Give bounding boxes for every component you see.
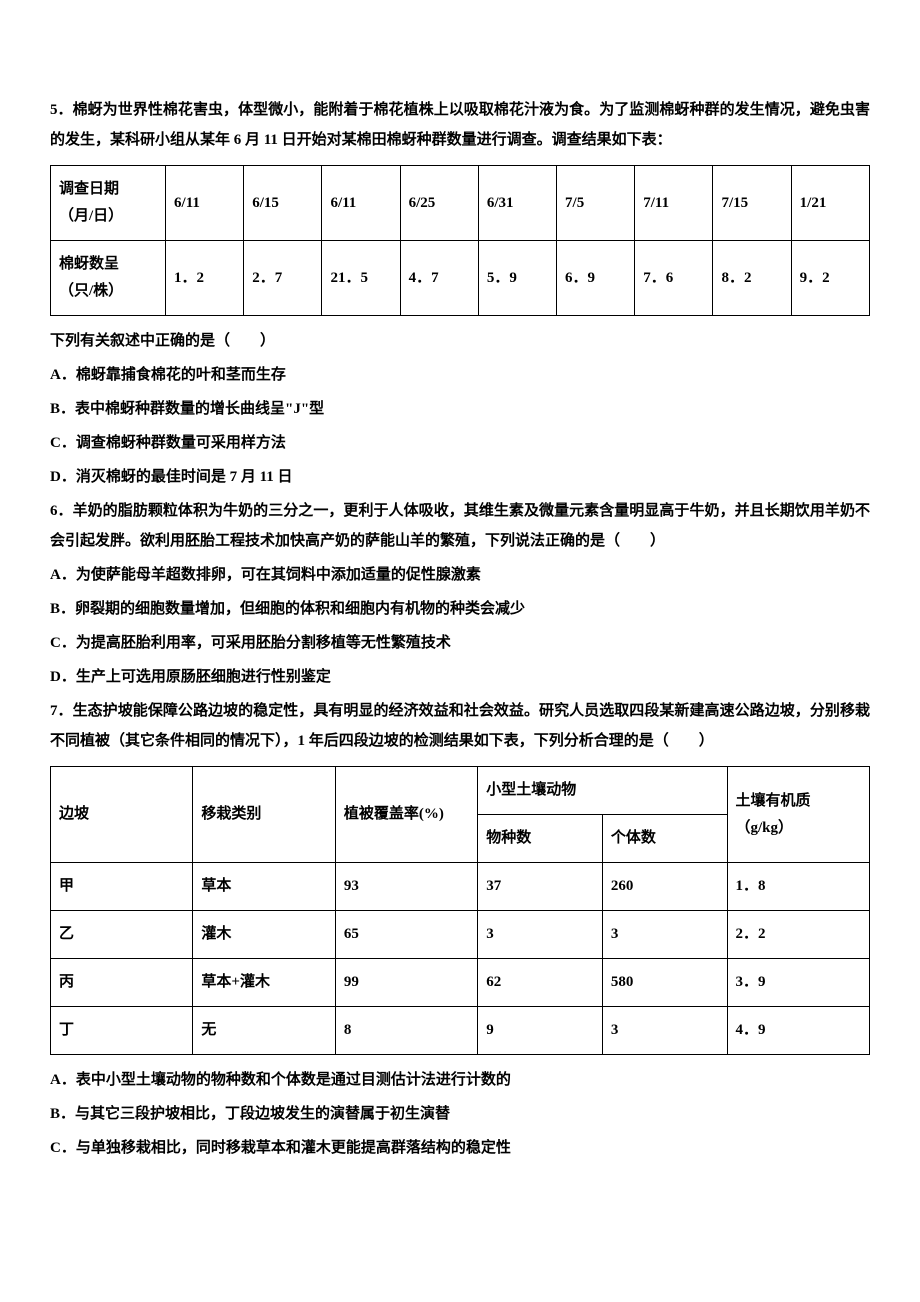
cell: 9．2 (791, 241, 869, 316)
cell: 580 (602, 959, 727, 1007)
row-header: 棉蚜数呈 （只/株） (51, 241, 166, 316)
cell: 6/25 (400, 166, 478, 241)
cell: 99 (335, 959, 477, 1007)
cell: 65 (335, 911, 477, 959)
cell: 4．7 (400, 241, 478, 316)
table-row: 调查日期 （月/日） 6/11 6/15 6/11 6/25 6/31 7/5 … (51, 166, 870, 241)
cell: 7/11 (635, 166, 713, 241)
cell: 4．9 (727, 1007, 869, 1055)
header-soil-group: 小型土壤动物 (478, 767, 727, 815)
cell: 6/11 (166, 166, 244, 241)
cell: 2．2 (727, 911, 869, 959)
cell: 灌木 (193, 911, 335, 959)
cell: 8 (335, 1007, 477, 1055)
table-header-row: 边坡 移栽类别 植被覆盖率(%) 小型土壤动物 土壤有机质 （g/kg） (51, 767, 870, 815)
cell: 无 (193, 1007, 335, 1055)
table-row: 丁 无 8 9 3 4．9 (51, 1007, 870, 1055)
q7-intro: 7．生态护坡能保障公路边坡的稳定性，具有明显的经济效益和社会效益。研究人员选取四… (50, 696, 870, 756)
q5-question: 下列有关叙述中正确的是（ ） (50, 326, 870, 356)
q5-table: 调查日期 （月/日） 6/11 6/15 6/11 6/25 6/31 7/5 … (50, 165, 870, 316)
cell: 3．9 (727, 959, 869, 1007)
cell: 21．5 (322, 241, 400, 316)
cell: 9 (478, 1007, 603, 1055)
header-type: 移栽类别 (193, 767, 335, 863)
cell: 1/21 (791, 166, 869, 241)
q6-option-b: B．卵裂期的细胞数量增加，但细胞的体积和细胞内有机物的种类会减少 (50, 594, 870, 624)
cell: 5．9 (478, 241, 556, 316)
cell: 1．2 (166, 241, 244, 316)
cell: 6．9 (557, 241, 635, 316)
cell: 乙 (51, 911, 193, 959)
cell: 6/15 (244, 166, 322, 241)
header-slope: 边坡 (51, 767, 193, 863)
cell: 8．2 (713, 241, 791, 316)
cell: 6/31 (478, 166, 556, 241)
header-species: 物种数 (478, 815, 603, 863)
cell: 7/5 (557, 166, 635, 241)
cell: 甲 (51, 863, 193, 911)
row-header: 调查日期 （月/日） (51, 166, 166, 241)
q6-option-d: D．生产上可选用原肠胚细胞进行性别鉴定 (50, 662, 870, 692)
cell: 丁 (51, 1007, 193, 1055)
cell: 2．7 (244, 241, 322, 316)
cell: 草本 (193, 863, 335, 911)
header-coverage: 植被覆盖率(%) (335, 767, 477, 863)
q5-option-b: B．表中棉蚜种群数量的增长曲线呈"J"型 (50, 394, 870, 424)
cell: 3 (602, 1007, 727, 1055)
cell: 260 (602, 863, 727, 911)
table-row: 丙 草本+灌木 99 62 580 3．9 (51, 959, 870, 1007)
header-count: 个体数 (602, 815, 727, 863)
q6-option-c: C．为提高胚胎利用率，可采用胚胎分割移植等无性繁殖技术 (50, 628, 870, 658)
q7-option-a: A．表中小型土壤动物的物种数和个体数是通过目测估计法进行计数的 (50, 1065, 870, 1095)
q6-intro: 6．羊奶的脂肪颗粒体积为牛奶的三分之一，更利于人体吸收，其维生素及微量元素含量明… (50, 496, 870, 556)
cell: 62 (478, 959, 603, 1007)
cell: 3 (602, 911, 727, 959)
q5-option-a: A．棉蚜靠捕食棉花的叶和茎而生存 (50, 360, 870, 390)
cell: 丙 (51, 959, 193, 1007)
cell: 1．8 (727, 863, 869, 911)
q5-option-d: D．消灭棉蚜的最佳时间是 7 月 11 日 (50, 462, 870, 492)
cell: 草本+灌木 (193, 959, 335, 1007)
table-row: 甲 草本 93 37 260 1．8 (51, 863, 870, 911)
q7-option-c: C．与单独移栽相比，同时移栽草本和灌木更能提高群落结构的稳定性 (50, 1133, 870, 1163)
header-organic: 土壤有机质 （g/kg） (727, 767, 869, 863)
cell: 7．6 (635, 241, 713, 316)
table-row: 棉蚜数呈 （只/株） 1．2 2．7 21．5 4．7 5．9 6．9 7．6 … (51, 241, 870, 316)
q5-intro: 5．棉蚜为世界性棉花害虫，体型微小，能附着于棉花植株上以吸取棉花汁液为食。为了监… (50, 95, 870, 155)
cell: 37 (478, 863, 603, 911)
q7-option-b: B．与其它三段护坡相比，丁段边坡发生的演替属于初生演替 (50, 1099, 870, 1129)
q7-table: 边坡 移栽类别 植被覆盖率(%) 小型土壤动物 土壤有机质 （g/kg） 物种数… (50, 766, 870, 1055)
q5-option-c: C．调查棉蚜种群数量可采用样方法 (50, 428, 870, 458)
cell: 7/15 (713, 166, 791, 241)
q6-option-a: A．为使萨能母羊超数排卵，可在其饲料中添加适量的促性腺激素 (50, 560, 870, 590)
table-row: 乙 灌木 65 3 3 2．2 (51, 911, 870, 959)
cell: 3 (478, 911, 603, 959)
cell: 93 (335, 863, 477, 911)
cell: 6/11 (322, 166, 400, 241)
